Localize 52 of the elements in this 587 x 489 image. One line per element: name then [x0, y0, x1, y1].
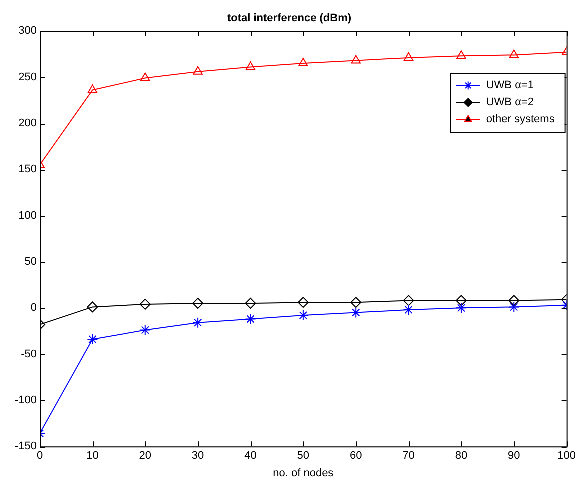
point — [246, 62, 256, 70]
point — [403, 304, 414, 316]
point — [298, 297, 309, 308]
point — [350, 307, 362, 318]
point — [456, 295, 467, 306]
legend-label: other systems — [486, 114, 556, 126]
x-tick-label: 60 — [350, 450, 362, 462]
point — [456, 302, 467, 314]
point — [87, 334, 98, 346]
point — [88, 84, 98, 94]
point — [298, 310, 309, 322]
x-tick-label: 100 — [558, 450, 576, 462]
point — [140, 298, 151, 310]
x-tick-label: 20 — [139, 450, 152, 462]
x-tick-label: 90 — [508, 450, 520, 462]
point — [245, 314, 256, 325]
point — [404, 52, 414, 61]
y-tick-label: 150 — [18, 164, 38, 176]
legend-label: UWB α=2 — [486, 96, 534, 109]
legend-label: UWB α=1 — [486, 80, 534, 92]
x-tick-label: 40 — [244, 450, 257, 462]
y-tick-label: -50 — [21, 348, 38, 360]
point — [140, 72, 150, 82]
y-tick-label: 250 — [18, 71, 38, 84]
point — [403, 295, 414, 306]
point — [192, 317, 204, 328]
chart-title: total interference (dBm) — [227, 12, 352, 25]
x-tick-label: 70 — [402, 450, 415, 462]
y-tick-label: 200 — [18, 118, 38, 130]
y-tick-label: 0 — [30, 302, 38, 314]
point — [456, 50, 466, 60]
point — [509, 50, 519, 58]
point — [245, 298, 256, 310]
x-axis-title: no. of nodes — [273, 467, 334, 480]
x-tick-label: 30 — [192, 450, 204, 462]
x-tick-label: 80 — [455, 450, 468, 462]
point — [508, 302, 520, 313]
x-tick-label: 10 — [86, 450, 99, 462]
point — [193, 66, 203, 75]
y-tick-label: 300 — [18, 25, 38, 38]
y-tick-label: -150 — [14, 440, 38, 453]
point — [140, 324, 151, 336]
y-tick-label: -100 — [14, 394, 38, 406]
y-tick-label: 50 — [24, 256, 38, 268]
x-tick-label: 50 — [297, 450, 310, 462]
point — [508, 295, 520, 306]
point — [350, 297, 362, 308]
point — [298, 58, 308, 67]
point — [87, 302, 98, 313]
y-tick-label: 100 — [18, 210, 38, 222]
point — [351, 55, 361, 64]
point — [192, 298, 204, 310]
